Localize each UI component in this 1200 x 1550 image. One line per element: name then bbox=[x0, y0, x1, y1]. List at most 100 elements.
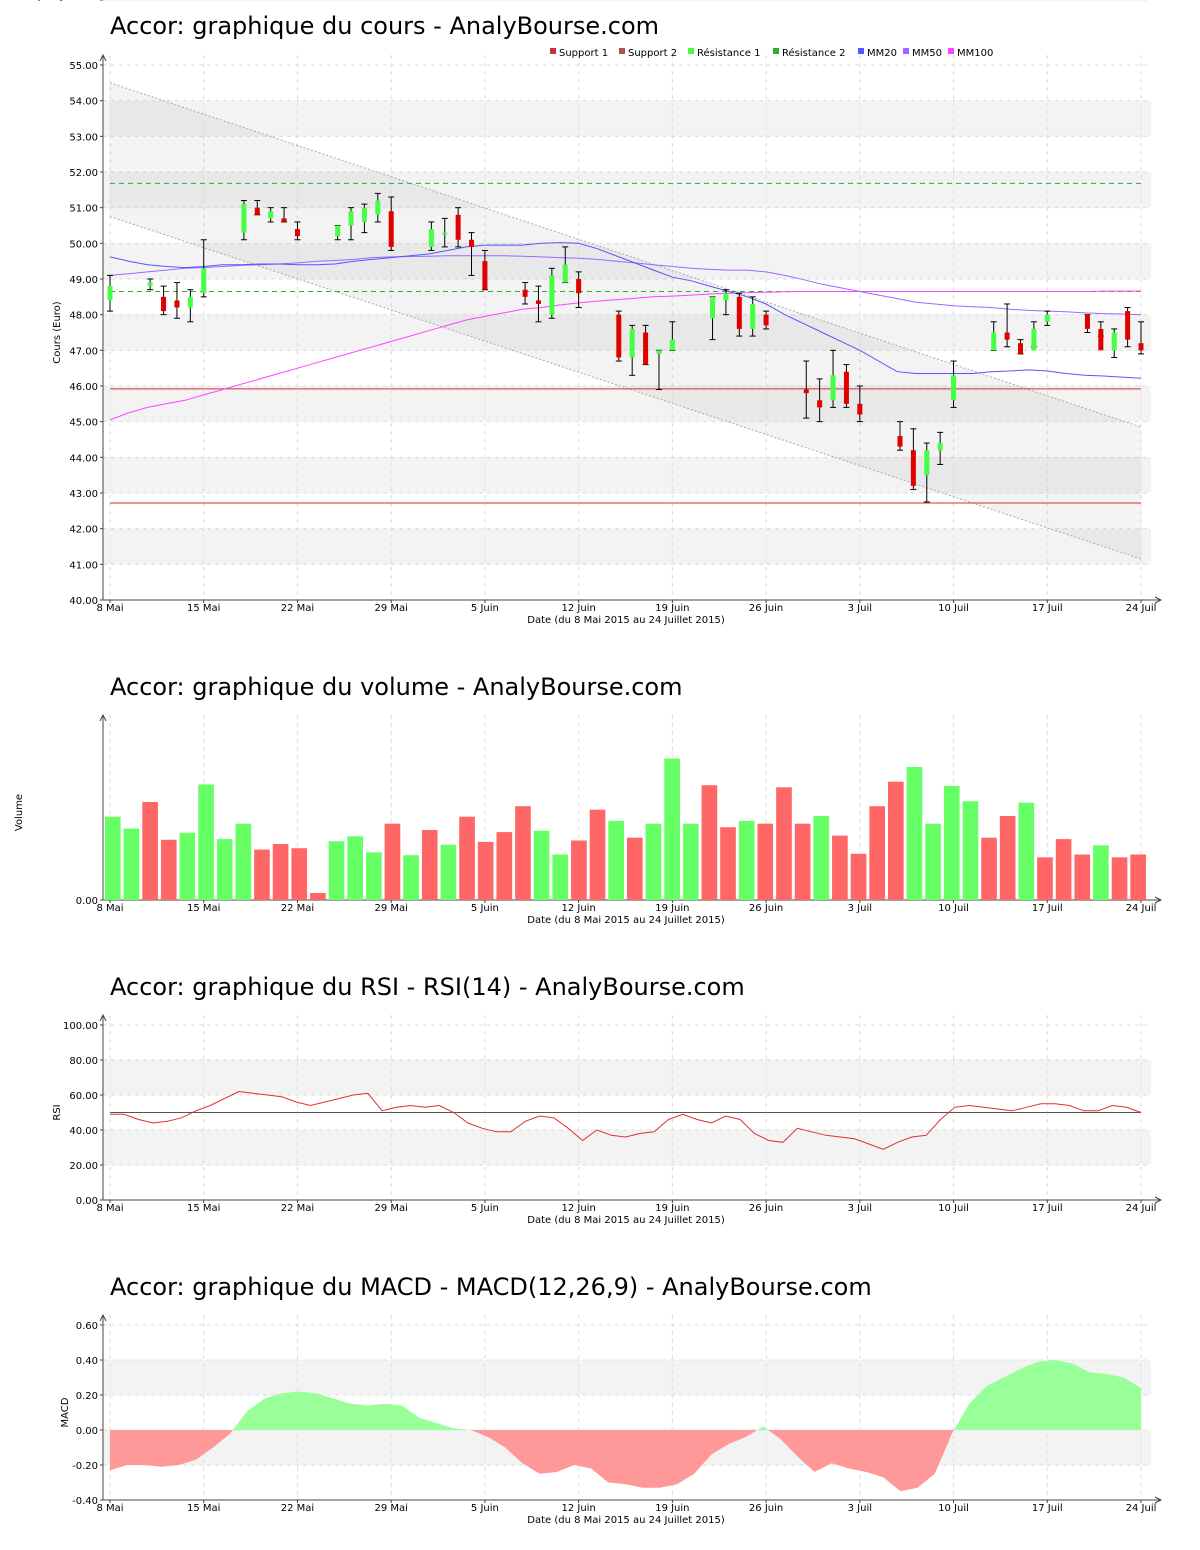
volume-bar bbox=[235, 823, 252, 900]
candle-body bbox=[1138, 343, 1144, 351]
rsi-xtick-label: 26 Juin bbox=[749, 1203, 783, 1214]
volume-bar bbox=[1055, 839, 1072, 900]
macd-chart: 8 Mai 15 Mai 22 Mai 29 Mai 5 Juin 12 Juin 19 J… bbox=[60, 1313, 1163, 1526]
volume-xtick-label: 3 Juil bbox=[848, 903, 872, 914]
volume-chart-title: Accor: graphique du volume - AnalyBourse… bbox=[110, 673, 682, 701]
volume-bar bbox=[1018, 802, 1035, 900]
candle-body bbox=[1098, 328, 1104, 351]
volume-bar bbox=[664, 758, 680, 900]
price-xtick-label: 10 Juil bbox=[938, 603, 969, 614]
price-y-arrow bbox=[99, 53, 107, 62]
price-band bbox=[103, 457, 1151, 493]
volume-bar bbox=[869, 806, 885, 900]
rsi-xtick-label: 5 Juin bbox=[471, 1203, 499, 1214]
volume-bar bbox=[925, 823, 941, 900]
volume-bar bbox=[459, 816, 475, 900]
volume-bar bbox=[999, 816, 1016, 900]
rsi-ytick-label: 80.00 bbox=[69, 1056, 98, 1067]
price-band bbox=[103, 314, 1151, 351]
volume-bar bbox=[794, 823, 811, 900]
price-chart-title: Accor: graphique du cours - AnalyBourse.… bbox=[110, 12, 659, 40]
price-band bbox=[103, 100, 1151, 137]
rsi-y-arrow bbox=[99, 1013, 107, 1022]
volume-xtick-label: 17 Juil bbox=[1032, 903, 1063, 914]
macd-negative-area bbox=[470, 1430, 758, 1488]
price-ytick-label: 46.00 bbox=[69, 382, 98, 393]
rsi-x-axis-label: Date (du 8 Mai 2015 au 24 Juillet 2015) bbox=[527, 1215, 725, 1226]
macd-negative-area bbox=[110, 1430, 233, 1471]
candle-body bbox=[616, 314, 622, 358]
price-band bbox=[103, 386, 1151, 422]
volume-bar bbox=[627, 837, 643, 900]
price-x-axis-label: Date (du 8 Mai 2015 au 24 Juillet 2015) bbox=[527, 615, 725, 626]
rsi-band bbox=[103, 1130, 1151, 1165]
channel-lower-line bbox=[109, 216, 1142, 560]
candle-body bbox=[1111, 332, 1117, 351]
candle-body bbox=[281, 218, 287, 222]
candle-body bbox=[522, 289, 528, 297]
volume-xtick-label: 8 Mai bbox=[96, 903, 123, 914]
legend-support2: Support 2 bbox=[628, 48, 677, 59]
macd-ytick-label: 0.60 bbox=[76, 1321, 98, 1332]
volume-xtick-label: 10 Juil bbox=[938, 903, 969, 914]
macd-positive-area bbox=[232, 1391, 471, 1430]
volume-bar bbox=[832, 835, 848, 900]
rsi-band bbox=[103, 1060, 1151, 1095]
volume-bar bbox=[310, 893, 326, 900]
candle-body bbox=[428, 229, 434, 247]
macd-ytick-label: -0.20 bbox=[72, 1461, 98, 1472]
macd-xtick-label: 15 Mai bbox=[187, 1503, 220, 1514]
rsi-xtick-label: 10 Juil bbox=[938, 1203, 969, 1214]
candle-body bbox=[562, 264, 568, 283]
candle-body bbox=[910, 450, 916, 486]
volume-bar bbox=[1093, 845, 1109, 900]
price-xtick-label: 15 Mai bbox=[187, 603, 220, 614]
candle-body bbox=[201, 268, 207, 294]
candle-body bbox=[857, 403, 863, 415]
candle-body bbox=[549, 275, 555, 315]
volume-bar bbox=[347, 836, 363, 900]
macd-xtick-label: 17 Juil bbox=[1032, 1503, 1063, 1514]
candle-body bbox=[1125, 311, 1131, 340]
candle-body bbox=[951, 375, 957, 401]
macd-chart-title: Accor: graphique du MACD - MACD(12,26,9)… bbox=[110, 1273, 872, 1301]
volume-x-axis-label: Date (du 8 Mai 2015 au 24 Juillet 2015) bbox=[527, 915, 725, 926]
rsi-ytick-label: 20.00 bbox=[69, 1161, 98, 1172]
candle-body bbox=[455, 214, 461, 240]
macd-x-axis-label: Date (du 8 Mai 2015 au 24 Juillet 2015) bbox=[527, 1515, 725, 1526]
volume-bar bbox=[421, 830, 438, 900]
volume-bar bbox=[496, 832, 513, 900]
candle-body bbox=[335, 225, 341, 237]
macd-xtick-label: 3 Juil bbox=[848, 1503, 872, 1514]
volume-xtick-label: 15 Mai bbox=[187, 903, 220, 914]
volume-ytick-label: 2,000,000.00 bbox=[31, 0, 98, 3]
price-ytick-label: 42.00 bbox=[69, 525, 98, 536]
macd-xtick-label: 26 Juin bbox=[749, 1503, 783, 1514]
volume-bar bbox=[384, 823, 401, 900]
macd-negative-area bbox=[767, 1430, 954, 1492]
legend-swatch-support2 bbox=[619, 48, 625, 54]
volume-bar bbox=[160, 839, 177, 900]
candle-body bbox=[750, 303, 756, 329]
macd-ytick-label: 0.40 bbox=[76, 1356, 98, 1367]
price-xtick-label: 29 Mai bbox=[374, 603, 407, 614]
macd-xtick-label: 5 Juin bbox=[471, 1503, 499, 1514]
rsi-xtick-label: 19 Juin bbox=[655, 1203, 689, 1214]
candle-body bbox=[1084, 314, 1090, 329]
legend-swatch-mm100 bbox=[948, 48, 954, 54]
volume-bar bbox=[608, 820, 624, 900]
candle-body bbox=[924, 450, 930, 476]
candle-body bbox=[294, 229, 300, 237]
price-ytick-label: 52.00 bbox=[69, 168, 98, 179]
candle-body bbox=[1031, 328, 1037, 351]
volume-bar bbox=[906, 767, 923, 900]
price-ytick-label: 53.00 bbox=[69, 132, 98, 143]
rsi-x-arrow bbox=[1154, 1196, 1163, 1204]
legend-mm100: MM100 bbox=[957, 48, 993, 59]
candle-body bbox=[469, 239, 475, 247]
legend-swatch-support1 bbox=[550, 48, 556, 54]
volume-xtick-label: 29 Mai bbox=[374, 903, 407, 914]
candle-body bbox=[710, 296, 716, 319]
rsi-ytick-label: 40.00 bbox=[69, 1126, 98, 1137]
